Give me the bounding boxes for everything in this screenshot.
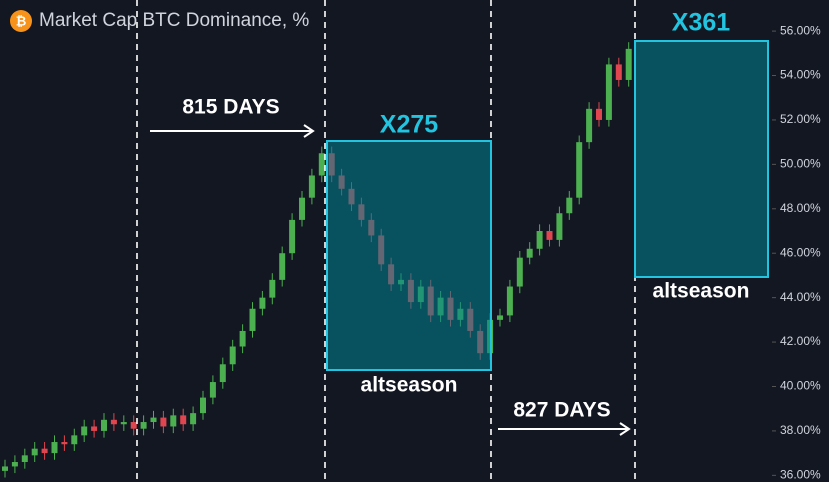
candle-body	[536, 231, 543, 249]
annotation: altseason	[653, 280, 750, 303]
candle-body	[130, 422, 137, 429]
y-tick-label: 52.00%	[780, 112, 821, 126]
y-tick-label: 46.00%	[780, 245, 821, 259]
candle-body	[279, 253, 286, 280]
candle-body	[150, 417, 157, 423]
candle-body	[239, 330, 246, 347]
candle-body	[120, 422, 127, 425]
y-tick-label: 56.00%	[780, 23, 821, 37]
candle-body	[51, 442, 58, 454]
candle-body	[318, 153, 325, 176]
candle-body	[110, 419, 117, 425]
y-tick-label: 44.00%	[780, 290, 821, 304]
candle-body	[41, 448, 48, 454]
candle-body	[2, 466, 8, 471]
candle-body	[556, 213, 563, 240]
candle-body	[526, 248, 533, 258]
candle-body	[566, 197, 573, 214]
candle-body	[546, 231, 553, 240]
candle-body	[259, 297, 266, 309]
candle-body	[269, 279, 276, 298]
candle-body	[190, 413, 197, 425]
chart-title: Market Cap BTC Dominance, %	[39, 10, 309, 31]
y-tick-label: 48.00%	[780, 201, 821, 215]
candle-body	[91, 426, 98, 431]
annotation: altseason	[361, 374, 458, 397]
candle-body	[516, 257, 523, 287]
candle-body	[299, 197, 305, 220]
candle-body	[140, 422, 147, 429]
annotation: 815 DAYS	[182, 96, 279, 119]
candle-body	[101, 419, 107, 431]
candle-body	[209, 382, 216, 398]
altseason-box	[326, 140, 492, 371]
candle-body	[605, 64, 612, 120]
annotation: X361	[672, 9, 730, 37]
candle-body	[576, 142, 583, 198]
candle-body	[200, 397, 206, 414]
y-axis: 36.00% 38.00% 40.00% 42.00% 44.00% 46.00% 48.0…	[772, 23, 821, 482]
candle-body	[229, 346, 236, 365]
candle-body	[596, 108, 602, 120]
candle-body	[625, 48, 632, 80]
annotation: 827 DAYS	[513, 399, 610, 422]
candle-body	[586, 108, 593, 143]
candle-body	[506, 286, 513, 316]
candle-body	[81, 426, 88, 436]
candle-body	[71, 435, 78, 445]
candle-body	[61, 442, 68, 445]
candle-body	[289, 219, 296, 254]
candle-body	[497, 315, 503, 320]
candle-body	[160, 417, 167, 427]
candle-body	[219, 364, 226, 383]
y-tick-label: 50.00%	[780, 157, 821, 171]
bitcoin-icon	[10, 10, 32, 32]
candle-body	[180, 415, 187, 425]
y-tick-label: 40.00%	[780, 379, 821, 393]
bitcoin-icon: ₿	[16, 13, 27, 28]
annotations: 815 DAYS X275 altseason 827 DAYS X361 al…	[136, 0, 769, 482]
y-tick-label: 54.00%	[780, 68, 821, 82]
arrow	[498, 422, 631, 436]
y-tick-label: 36.00%	[780, 468, 821, 482]
candle-body	[170, 415, 177, 427]
candle-body	[11, 462, 18, 467]
candle-body	[249, 308, 256, 331]
candle-body	[615, 64, 622, 80]
candle-body	[21, 455, 28, 463]
annotation: X275	[380, 111, 438, 139]
candle-body	[308, 175, 315, 198]
candle-body	[31, 448, 38, 456]
altseason-box	[634, 40, 769, 278]
arrow	[150, 124, 315, 138]
y-tick-label: 42.00%	[780, 334, 821, 348]
y-tick-label: 38.00%	[780, 423, 821, 437]
